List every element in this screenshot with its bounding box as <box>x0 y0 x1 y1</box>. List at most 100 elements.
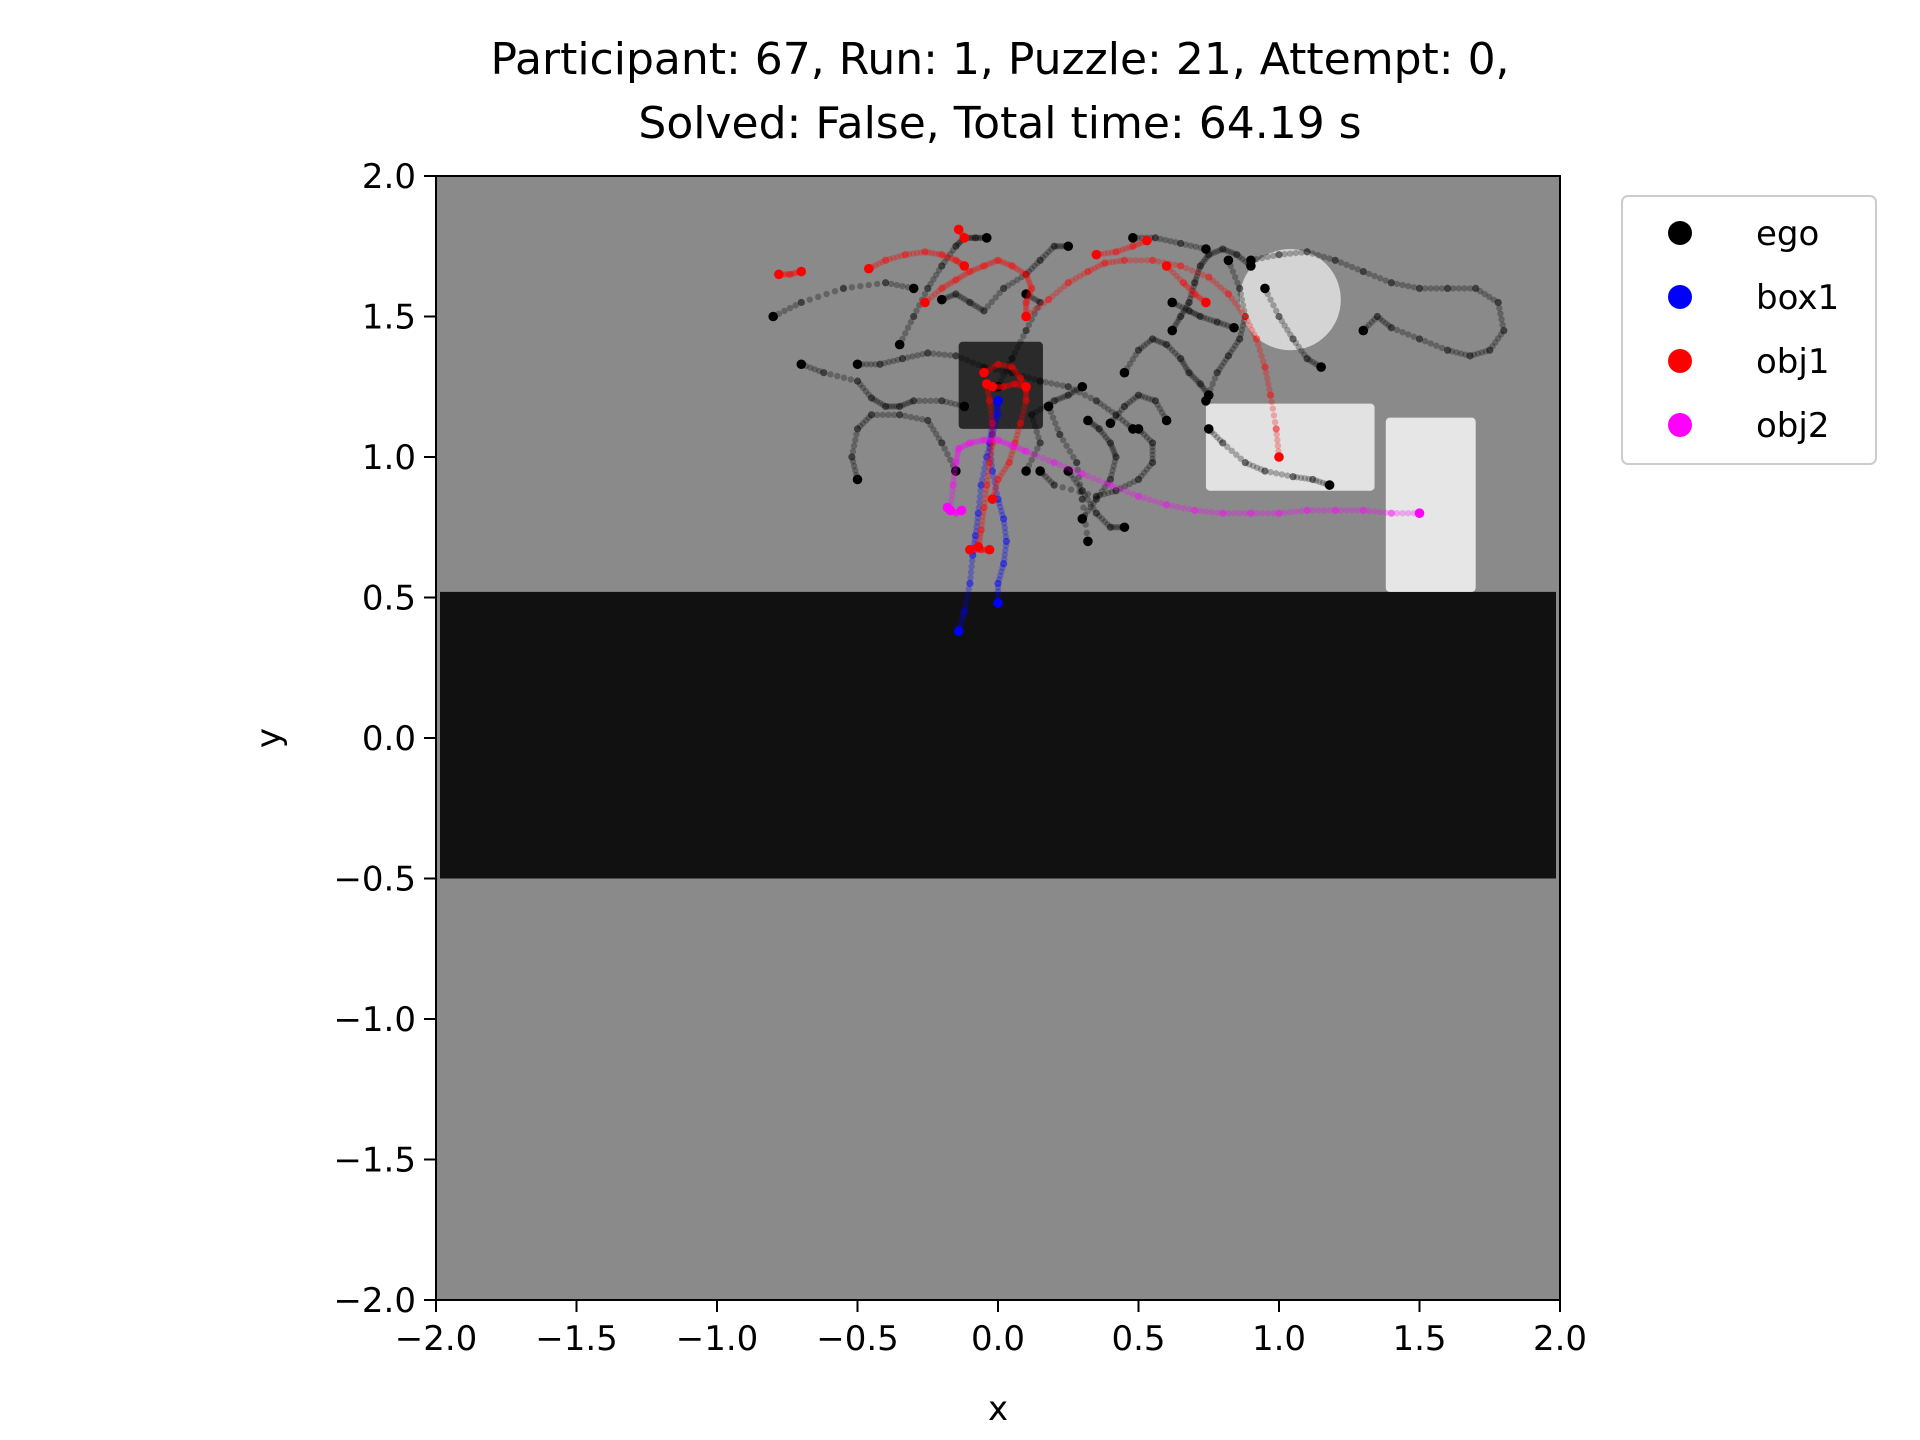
ego-point <box>1077 514 1088 524</box>
ego-trail-point <box>1014 344 1021 351</box>
ego-trail-point <box>873 280 881 288</box>
ego-trail-point <box>1033 428 1040 435</box>
ego-point <box>1196 380 1204 388</box>
ego-point <box>980 307 988 315</box>
obj1-trail-point <box>1025 276 1032 284</box>
obj1-point <box>1191 290 1199 298</box>
ego-point <box>1036 439 1044 447</box>
ego-point <box>1106 475 1114 484</box>
ego-trail-point <box>1129 356 1137 363</box>
ego-trail-point <box>1048 380 1055 387</box>
obj1-trail-point <box>976 533 984 541</box>
box1-trail-point <box>1001 551 1008 558</box>
obj2-point <box>1050 459 1058 467</box>
ego-point <box>1112 487 1120 495</box>
ego-point <box>853 425 862 433</box>
ego-point <box>924 416 932 425</box>
ego-trail-point <box>1253 464 1261 471</box>
ego-point <box>1064 391 1072 399</box>
box1-trail-point <box>998 568 1005 575</box>
ego-point <box>938 262 946 270</box>
ego-trail-point <box>865 281 872 289</box>
ego-trail-point <box>1319 479 1327 487</box>
box1-trail-point <box>994 588 1002 595</box>
ego-trail-point <box>1063 442 1070 449</box>
ego-trail-point <box>1154 338 1162 345</box>
obj1-trail-point <box>872 262 879 269</box>
obj1-point <box>920 297 930 308</box>
obj1-point <box>1205 273 1213 281</box>
ego-point <box>1289 473 1297 481</box>
obj1-trail-point <box>987 406 994 413</box>
ego-trail-point <box>1450 285 1457 292</box>
ego-trail-point <box>1298 347 1305 354</box>
ego-trail-point <box>806 296 813 303</box>
ego-trail-point <box>1142 394 1149 401</box>
obj2-trail-point <box>1067 466 1075 473</box>
obj1-trail-point <box>1072 275 1080 282</box>
obj1-trail-point <box>1266 386 1273 393</box>
ego-trail-point <box>1066 448 1074 455</box>
ego-trail-point <box>1497 310 1504 317</box>
ego-trail-point <box>1457 350 1465 357</box>
ego-point <box>876 360 884 368</box>
ego-point <box>1092 397 1100 405</box>
obj1-point <box>966 267 974 276</box>
box1-trail-point <box>980 470 987 478</box>
ego-point <box>1120 402 1129 411</box>
ego-trail-point <box>1143 434 1151 441</box>
obj1-trail-point <box>1022 304 1030 312</box>
ego-point <box>1106 523 1114 531</box>
ego-trail-point <box>1028 456 1035 464</box>
ego-trail-point <box>1211 249 1218 256</box>
obj1-trail-point <box>1053 289 1060 297</box>
ego-point <box>1213 318 1221 326</box>
ego-trail-point <box>1238 296 1246 303</box>
obj1-trail-point <box>1091 264 1098 272</box>
ego-trail-point <box>1059 436 1067 444</box>
ego-point <box>852 359 863 370</box>
x-tick-label: 1.0 <box>1252 1319 1306 1359</box>
obj1-point <box>952 256 960 264</box>
ego-trail-point <box>781 307 788 315</box>
x-tick-label: −0.5 <box>816 1319 899 1359</box>
ego-trail-point <box>1466 285 1474 292</box>
obj2-trail-point <box>1371 508 1378 515</box>
ego-point <box>1083 536 1093 547</box>
obj2-point <box>1163 501 1171 509</box>
obj1-point <box>1201 297 1211 308</box>
obj2-trail-point <box>1236 510 1243 517</box>
ego-trail-point <box>1070 388 1078 396</box>
obj1-trail-point <box>1113 258 1120 265</box>
obj1-point <box>1272 425 1280 433</box>
ego-trail-point <box>1461 285 1468 292</box>
ego-trail-point <box>1084 507 1092 515</box>
obj1-point <box>1008 262 1016 270</box>
obj2-trail-point <box>1197 507 1204 515</box>
legend-label-obj2: obj2 <box>1756 406 1829 446</box>
obj1-trail-point <box>985 468 992 475</box>
ego-trail-point <box>786 304 794 312</box>
ego-trail-point <box>1098 488 1106 495</box>
ego-point <box>1201 396 1211 406</box>
obj2-trail-point <box>1281 509 1288 516</box>
legend: ego box1 obj1 obj2 <box>1621 195 1877 465</box>
x-axis-ticks: −2.0 −1.5 −1.0 −0.5 0.0 0.5 1.0 1.5 2.0 <box>395 1300 1587 1359</box>
y-axis-ticks: −2.0 −1.5 −1.0 −0.5 0.0 0.5 1.0 1.5 2.0 <box>333 157 436 1321</box>
ego-point <box>1128 233 1138 243</box>
ego-trail-point <box>1070 453 1077 461</box>
obj1-trail-point <box>1194 269 1201 276</box>
obj1-trail-point <box>1256 347 1264 354</box>
ego-point <box>1073 459 1081 467</box>
ego-trail-point <box>1211 431 1218 438</box>
ego-trail-point <box>1438 344 1446 352</box>
ego-point <box>1043 401 1054 412</box>
ego-trail-point <box>1399 281 1406 289</box>
ego-point <box>1303 248 1311 256</box>
obj2-point <box>994 436 1002 444</box>
ego-trail-point <box>1049 414 1057 421</box>
legend-marker-obj1 <box>1668 349 1692 373</box>
ego-point <box>1151 234 1159 242</box>
box1-point <box>988 430 996 439</box>
box1-point <box>953 626 964 637</box>
